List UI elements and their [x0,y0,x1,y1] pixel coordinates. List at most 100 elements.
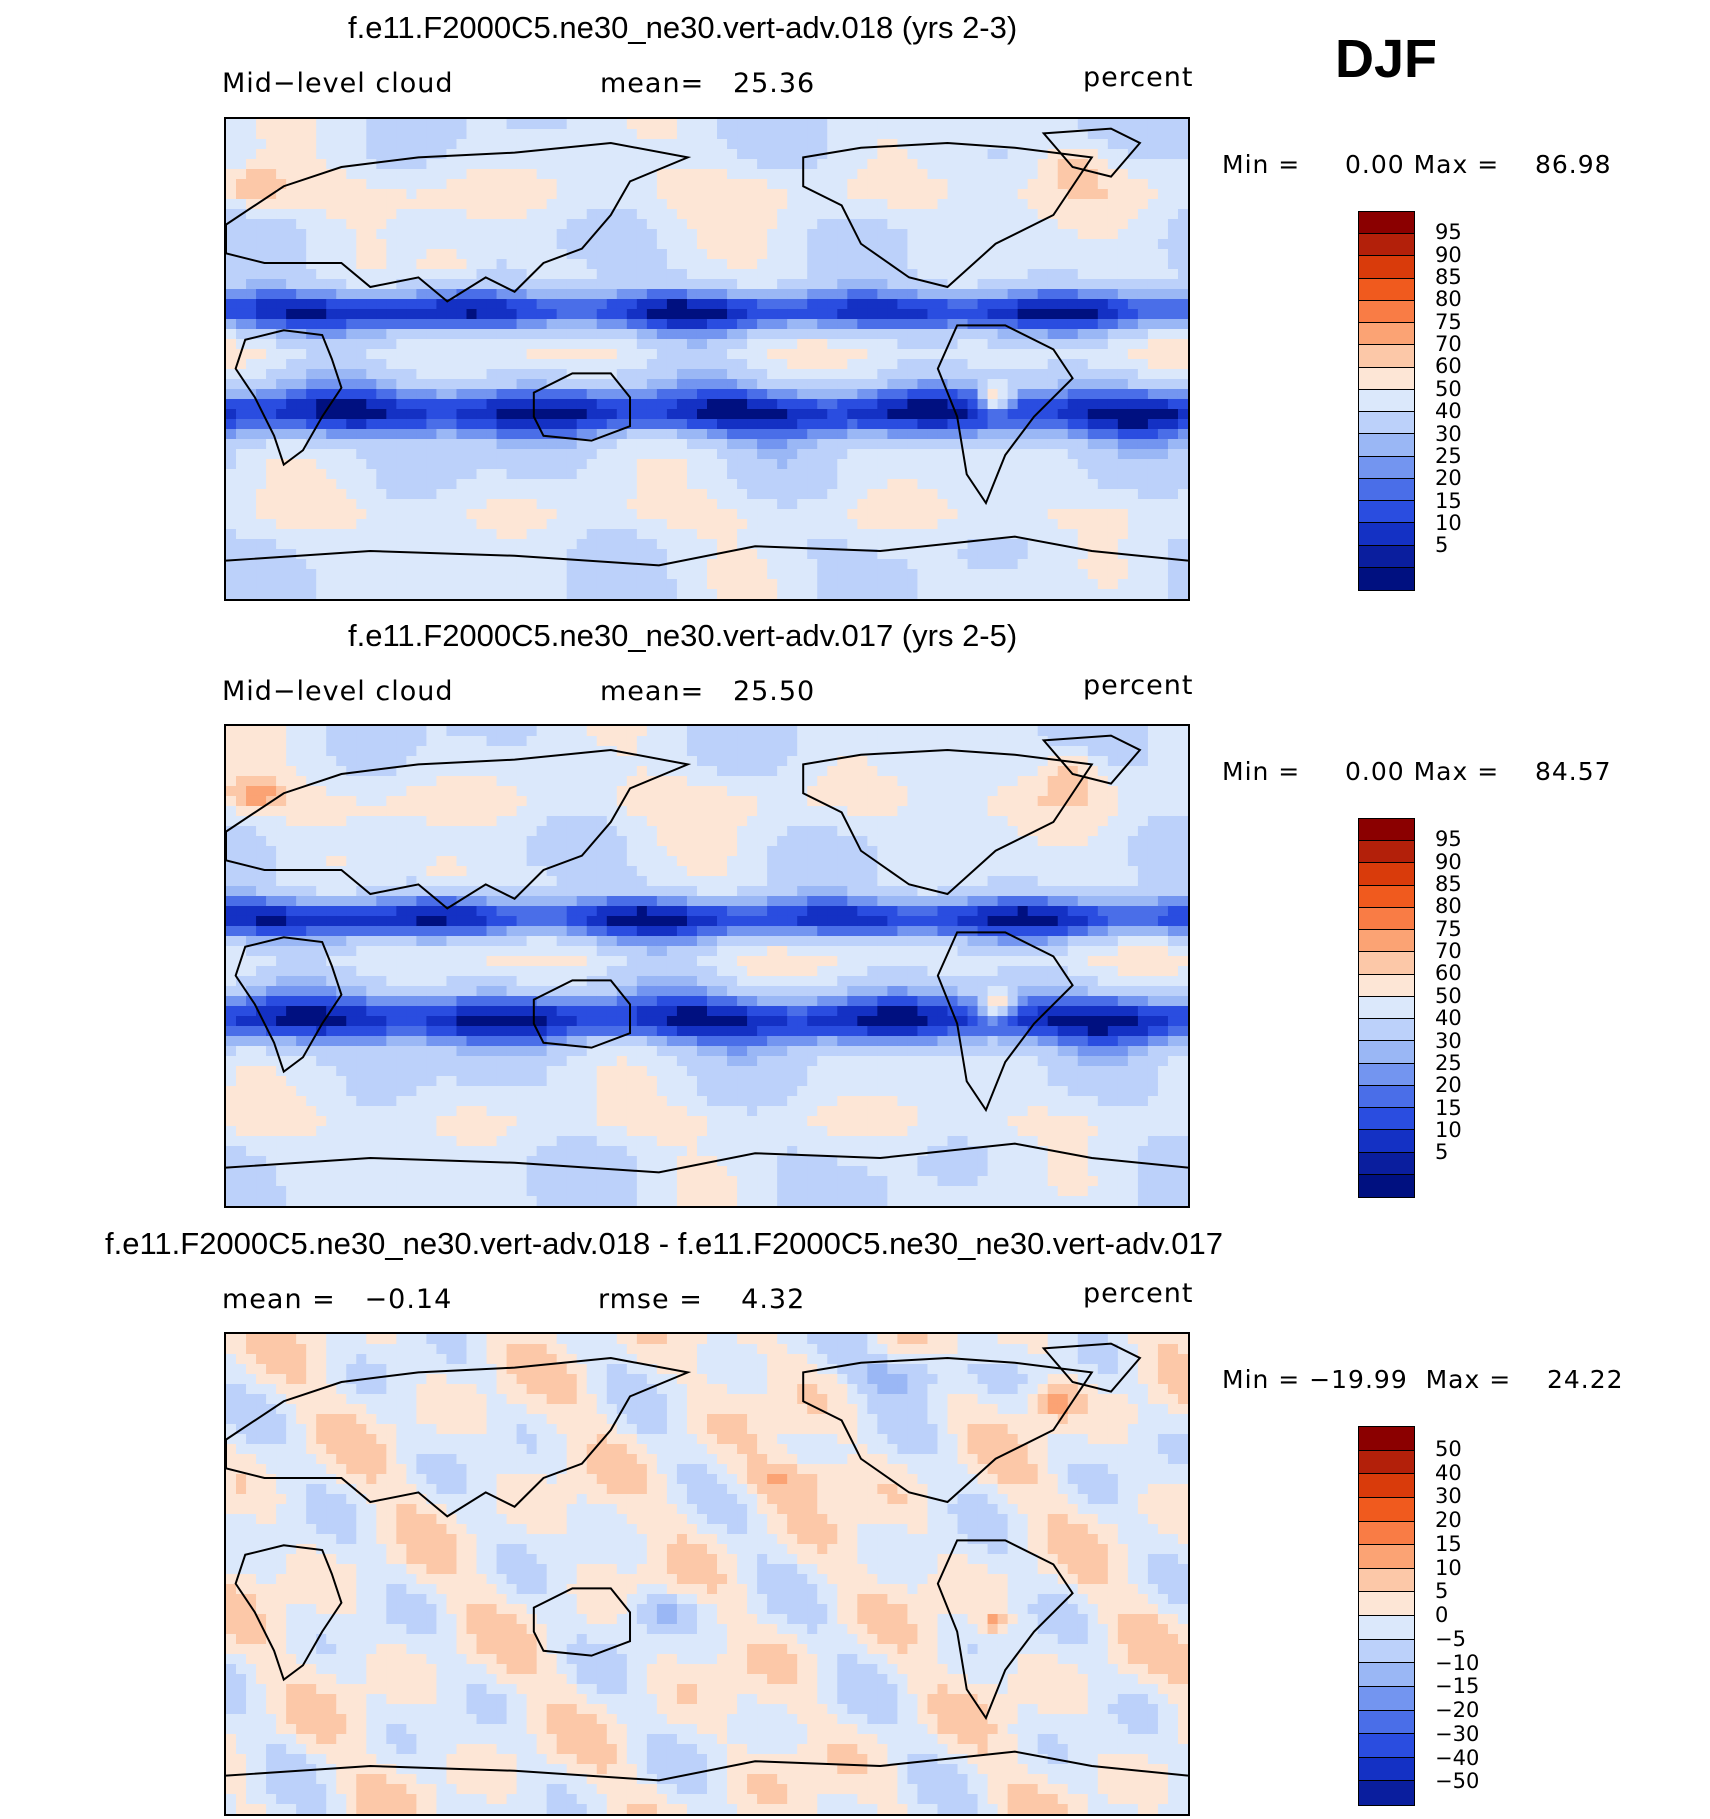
colorbar-swatch [1359,1427,1414,1451]
panel-1-units-label: percent [1083,62,1194,93]
colorbar-tick-label: 40 [1435,1460,1462,1485]
coastline [226,535,1188,567]
coastline [1041,1342,1142,1393]
colorbar-swatch [1359,1474,1414,1498]
panel-1-colorbar [1358,211,1415,591]
colorbar-tick-label: 15 [1435,1531,1462,1556]
colorbar-tick-label: 15 [1435,488,1462,513]
colorbar-swatch [1359,278,1414,301]
colorbar-swatch [1359,523,1414,546]
coastline [234,329,343,467]
colorbar-tick-label: 90 [1435,242,1462,267]
colorbar-swatch [1359,1085,1414,1109]
colorbar-tick-label: 30 [1435,1484,1462,1509]
coastline [532,979,632,1049]
panel-1-title: f.e11.F2000C5.ne30_ne30.vert-adv.018 (yr… [348,10,1018,45]
colorbar-swatch [1359,1545,1414,1569]
colorbar-swatch [1359,1616,1414,1640]
panel-2-colorbar [1358,818,1415,1198]
colorbar-swatch [1359,300,1414,324]
panel-2-map-svg [226,726,1188,1206]
colorbar-tick-label: −5 [1435,1626,1466,1651]
colorbar-swatch [1359,1592,1414,1616]
colorbar-swatch [1359,885,1414,908]
colorbar-swatch [1359,907,1414,931]
panel-3-min-max: Min = −19.99 Max = 24.22 [1222,1365,1624,1394]
colorbar-swatch [1359,1686,1414,1711]
colorbar-swatch [1359,345,1414,368]
panel-2-colorbar-labels: 95 90 85 80 75 70 60 50 40 30 25 20 15 10 5 [1435,818,1495,1198]
colorbar-swatch [1359,1639,1414,1664]
colorbar-swatch [1359,434,1414,457]
colorbar-tick-label: 80 [1435,287,1462,312]
panel-1-map-svg [226,119,1188,599]
coastline [802,1357,1094,1504]
colorbar-swatch [1359,478,1414,502]
colorbar-swatch [1359,1757,1414,1782]
colorbar-swatch [1359,1497,1414,1522]
panel-3-mean-label: mean = −0.14 [222,1284,453,1315]
panel-2-map [224,724,1190,1208]
colorbar-swatch [1359,952,1414,975]
panel-2-variable-label: Mid−level cloud [222,676,454,707]
colorbar-swatch [1359,1130,1414,1153]
colorbar-swatch [1359,1019,1414,1042]
colorbar-swatch [1359,996,1414,1020]
colorbar-swatch [1359,256,1414,279]
coastline [802,749,1094,896]
colorbar-tick-label: −15 [1435,1674,1480,1699]
colorbar-tick-label: 25 [1435,1050,1462,1075]
colorbar-tick-label: 15 [1435,1095,1462,1120]
colorbar-tick-label: 70 [1435,939,1462,964]
coastline [936,1539,1074,1721]
coastline [226,1142,1188,1174]
colorbar-tick-label: 5 [1435,533,1449,558]
colorbar-swatch [1359,1521,1414,1546]
panel-2-mean-label: mean= 25.50 [600,676,816,707]
colorbar-tick-label: 20 [1435,466,1462,491]
colorbar-tick-label: 50 [1435,376,1462,401]
colorbar-tick-label: 0 [1435,1603,1449,1627]
colorbar-tick-label: 50 [1435,1436,1462,1461]
panel-3-colorbar [1358,1426,1415,1806]
colorbar-tick-label: −40 [1435,1745,1480,1770]
colorbar-swatch [1359,567,1414,590]
colorbar-tick-label: 85 [1435,872,1462,897]
colorbar-tick-label: 75 [1435,916,1462,941]
colorbar-swatch [1359,1063,1414,1086]
colorbar-swatch [1359,974,1414,997]
colorbar-swatch [1359,234,1414,257]
panel-2-min-max: Min = 0.00 Max = 84.57 [1222,757,1612,786]
coastline [226,1750,1188,1782]
colorbar-swatch [1359,1734,1414,1758]
colorbar-tick-label: 60 [1435,354,1462,379]
colorbar-tick-label: 5 [1435,1579,1449,1604]
colorbar-tick-label: 5 [1435,1140,1449,1165]
coastline [234,936,343,1074]
colorbar-tick-label: 95 [1435,827,1462,852]
colorbar-tick-label: 50 [1435,983,1462,1008]
panel-1-mean-label: mean= 25.36 [600,68,816,99]
colorbar-tick-label: 60 [1435,961,1462,986]
coastline [802,142,1094,289]
coastline [226,1356,692,1518]
colorbar-tick-label: −50 [1435,1769,1480,1794]
colorbar-swatch [1359,212,1414,235]
colorbar-tick-label: 30 [1435,421,1462,446]
colorbar-swatch [1359,1108,1414,1131]
coastline [226,141,692,303]
colorbar-swatch [1359,1781,1414,1805]
coastline [234,1544,343,1682]
colorbar-tick-label: 40 [1435,399,1462,424]
colorbar-swatch [1359,819,1414,842]
panel-3-rmse-label: rmse = 4.32 [598,1284,806,1315]
colorbar-swatch [1359,412,1414,435]
colorbar-swatch [1359,863,1414,886]
colorbar-swatch [1359,1568,1414,1593]
panel-1-map [224,117,1190,601]
colorbar-swatch [1359,1041,1414,1064]
colorbar-swatch [1359,930,1414,953]
coastline [936,324,1074,506]
colorbar-tick-label: 80 [1435,894,1462,919]
colorbar-tick-label: 20 [1435,1508,1462,1532]
